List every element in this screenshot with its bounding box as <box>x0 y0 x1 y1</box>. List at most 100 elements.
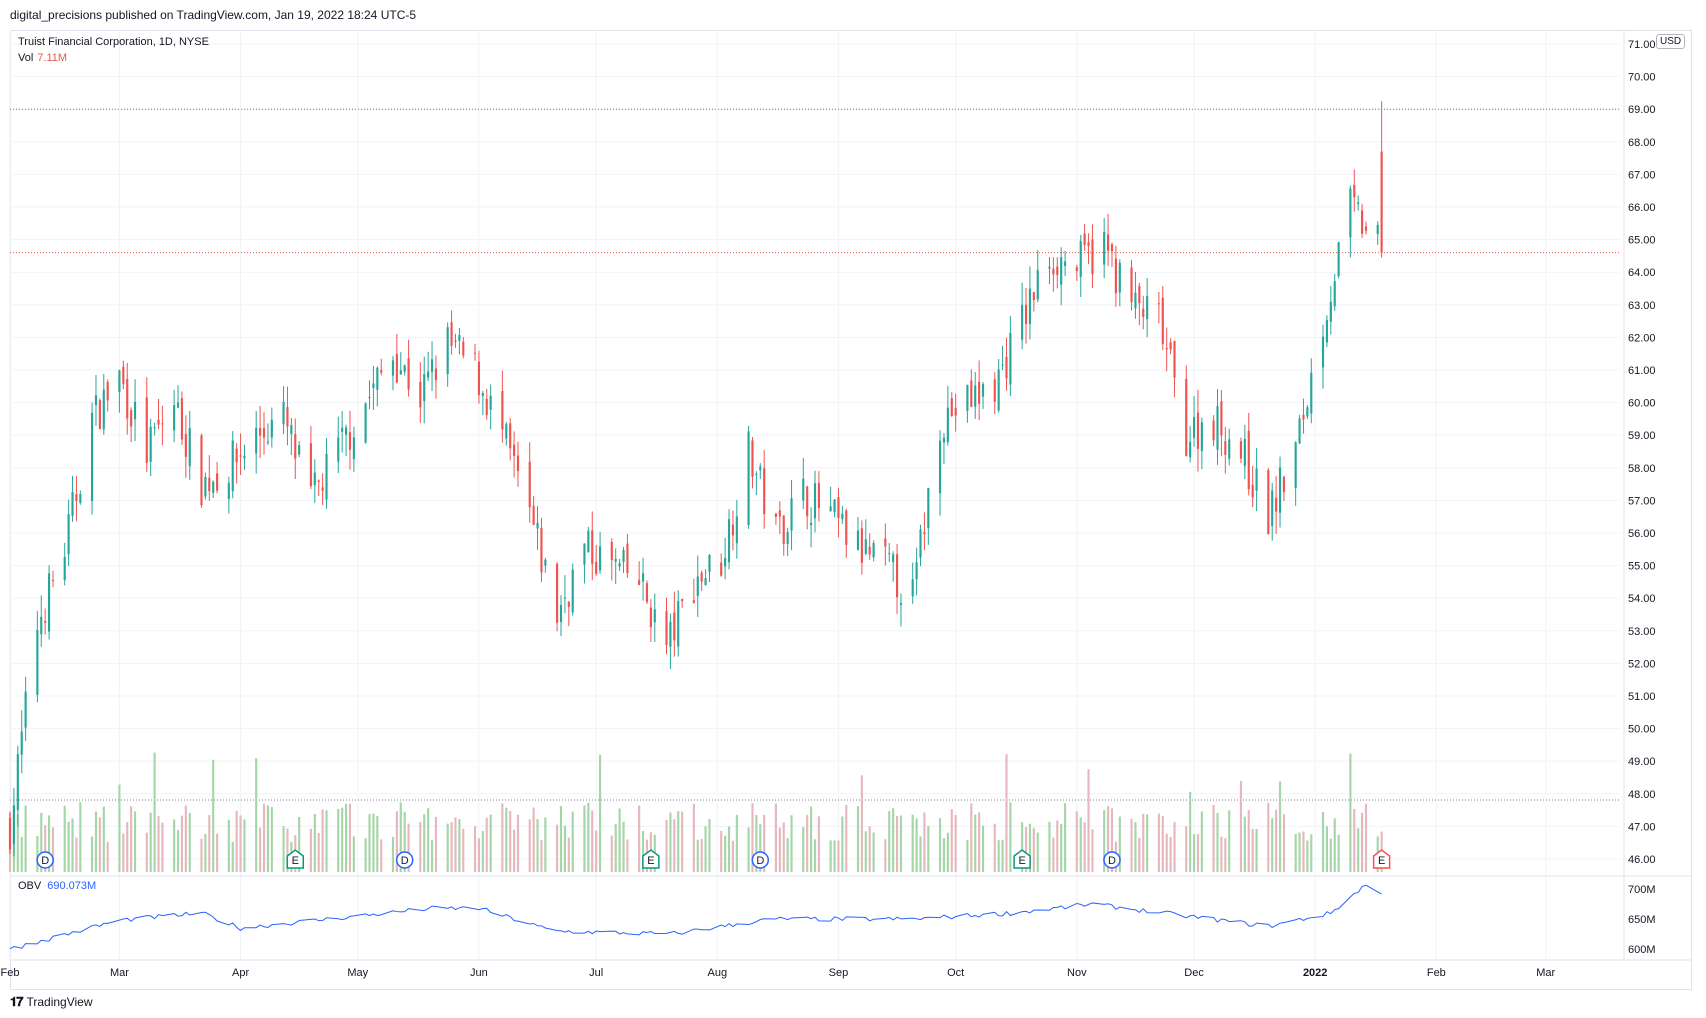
volume-bar <box>282 826 285 872</box>
volume-bar <box>868 826 871 872</box>
volume-bar <box>622 821 625 872</box>
obv-tick-label: 600M <box>1628 944 1656 956</box>
volume-bar <box>727 826 731 872</box>
volume-bar <box>67 821 70 872</box>
volume-bar <box>98 817 101 872</box>
volume-bar <box>403 811 406 872</box>
volume-bar <box>298 816 301 872</box>
volume-bar <box>94 811 98 872</box>
candle-body <box>212 481 215 493</box>
price-tick-label: 60.00 <box>1628 398 1656 410</box>
candle-body <box>1165 347 1168 350</box>
vol-label: Vol <box>18 52 34 64</box>
volume-bar <box>751 803 754 872</box>
candle-body <box>727 519 731 563</box>
volume-bar <box>1298 832 1301 872</box>
candle-body <box>618 562 621 567</box>
time-tick-label: Jun <box>470 967 488 979</box>
volume-bar <box>145 832 148 872</box>
candle-body <box>184 434 187 457</box>
candle-body <box>1056 266 1059 275</box>
volume-bar <box>1325 826 1328 872</box>
candle-body <box>942 437 946 443</box>
volume-bar <box>626 839 629 872</box>
volume-bar <box>399 802 402 872</box>
volume-bar <box>1091 829 1094 872</box>
volume-bar <box>817 816 820 872</box>
candle-body <box>649 607 652 628</box>
candle-body <box>1146 296 1149 320</box>
volume-bar <box>1146 814 1149 872</box>
candle-body <box>161 423 164 425</box>
candle-body <box>1060 257 1063 285</box>
dividend-badge-icon <box>36 851 54 869</box>
candle-body <box>16 754 19 811</box>
candle-body <box>1228 439 1231 459</box>
candle-body <box>98 400 101 430</box>
candle-body <box>528 461 531 508</box>
candle-body <box>888 553 891 555</box>
volume-bar <box>481 831 484 872</box>
currency-badge[interactable]: USD <box>1656 34 1686 49</box>
candle-body <box>864 539 867 554</box>
volume-bar <box>1333 818 1336 872</box>
candle-body <box>782 515 785 544</box>
candle-body <box>1021 304 1024 340</box>
volume-bar <box>1021 822 1024 872</box>
candle-body <box>298 445 301 455</box>
candle-body <box>1321 336 1325 368</box>
candle-body <box>638 580 641 585</box>
volume-bar <box>1271 818 1274 872</box>
volume-bar <box>1216 813 1219 872</box>
candle-body <box>1212 420 1215 441</box>
volume-bar <box>665 819 668 872</box>
candle-body <box>1302 414 1305 420</box>
volume-bar <box>864 831 867 872</box>
candle-body <box>94 395 98 406</box>
candle-body <box>810 522 813 526</box>
candle-body <box>1251 484 1254 498</box>
candle-body <box>1298 418 1301 444</box>
obv-tick-label: 700M <box>1628 884 1656 896</box>
candle-body <box>833 499 836 513</box>
volume-bar <box>1005 754 1008 872</box>
candle-body <box>978 381 981 404</box>
candle-body <box>509 423 512 449</box>
volume-bar <box>1294 834 1297 872</box>
volume-bar <box>216 833 219 872</box>
earnings-badge-icon <box>642 849 660 869</box>
badge-letter: E <box>1378 855 1385 867</box>
volume-bar <box>669 812 672 872</box>
candle-body <box>372 383 375 388</box>
volume-bar <box>704 826 707 872</box>
candle-body <box>1294 442 1297 489</box>
candle-body <box>950 398 953 416</box>
candle-body <box>188 428 191 467</box>
time-tick-label: Dec <box>1184 967 1204 979</box>
price-tick-label: 69.00 <box>1628 104 1656 116</box>
volume-bar <box>20 837 23 872</box>
candle-body <box>1278 467 1282 513</box>
candle-body <box>79 494 82 503</box>
volume-bar <box>540 840 543 872</box>
price-tick-label: 70.00 <box>1628 72 1656 84</box>
volume-bar <box>341 807 344 872</box>
volume-bar <box>993 823 996 872</box>
price-tick-label: 49.00 <box>1628 756 1656 768</box>
candle-body <box>270 419 273 438</box>
candle-body <box>1087 242 1090 247</box>
candle-body <box>735 516 738 544</box>
volume-bar <box>696 839 699 872</box>
volume-bar <box>75 837 78 872</box>
volume-bar <box>1185 826 1188 872</box>
candle-body <box>563 597 566 599</box>
price-tick-label: 48.00 <box>1628 789 1656 801</box>
candle-body <box>1255 468 1258 491</box>
candle-body <box>1192 417 1196 438</box>
volume-bar <box>778 827 781 872</box>
candle-body <box>681 598 684 602</box>
volume-bar <box>1220 836 1223 872</box>
candle-body <box>927 487 930 529</box>
